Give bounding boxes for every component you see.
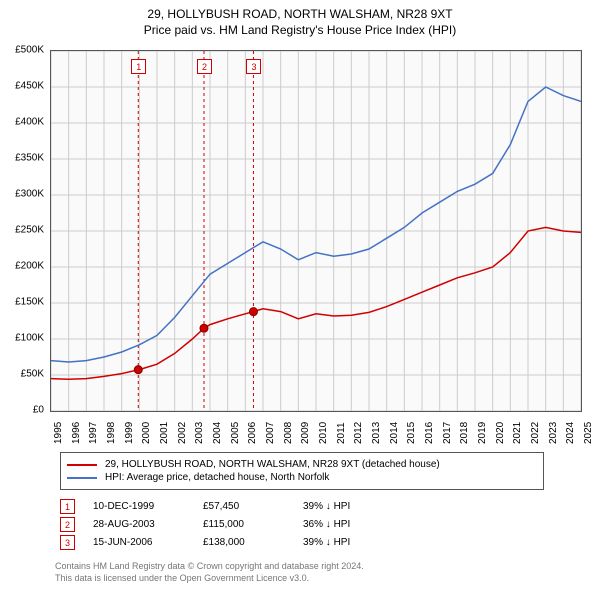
- chart-plot-area: 1 2 3: [50, 50, 582, 412]
- footer-line2: This data is licensed under the Open Gov…: [55, 572, 555, 584]
- x-tick-label: 2022: [530, 422, 541, 444]
- y-tick-label: £150K: [15, 297, 44, 308]
- x-tick-label: 2004: [212, 422, 223, 444]
- x-tick-label: 2018: [459, 422, 470, 444]
- x-tick-label: 2008: [283, 422, 294, 444]
- x-tick-label: 1995: [53, 422, 64, 444]
- x-tick-label: 2020: [495, 422, 506, 444]
- event-price: £115,000: [203, 519, 303, 530]
- event-date: 28-AUG-2003: [93, 519, 203, 530]
- chart-title-line2: Price paid vs. HM Land Registry's House …: [0, 22, 600, 38]
- x-tick-label: 2005: [230, 422, 241, 444]
- y-tick-label: £0: [33, 405, 44, 416]
- y-tick-label: £300K: [15, 189, 44, 200]
- event-price: £138,000: [203, 537, 303, 548]
- chart-title-block: 29, HOLLYBUSH ROAD, NORTH WALSHAM, NR28 …: [0, 0, 600, 38]
- event-row: 1 10-DEC-1999£57,45039% ↓ HPI: [60, 499, 403, 514]
- x-tick-label: 2006: [247, 422, 258, 444]
- legend-box: 29, HOLLYBUSH ROAD, NORTH WALSHAM, NR28 …: [60, 452, 544, 490]
- x-tick-label: 2024: [565, 422, 576, 444]
- legend-row-1: HPI: Average price, detached house, Nort…: [67, 472, 537, 483]
- x-tick-label: 2010: [318, 422, 329, 444]
- x-tick-label: 2012: [353, 422, 364, 444]
- y-tick-label: £250K: [15, 225, 44, 236]
- event-date: 15-JUN-2006: [93, 537, 203, 548]
- legend-swatch-0: [67, 464, 97, 466]
- x-tick-label: 1999: [124, 422, 135, 444]
- event-num-box: 1: [60, 499, 75, 514]
- x-tick-label: 2013: [371, 422, 382, 444]
- x-tick-label: 2025: [583, 422, 594, 444]
- event-marker-box: 2: [197, 59, 212, 74]
- legend-label-0: 29, HOLLYBUSH ROAD, NORTH WALSHAM, NR28 …: [105, 459, 440, 470]
- x-tick-label: 2014: [389, 422, 400, 444]
- y-tick-label: £100K: [15, 333, 44, 344]
- x-tick-label: 2009: [300, 422, 311, 444]
- x-tick-label: 2011: [336, 422, 347, 444]
- legend-swatch-1: [67, 477, 97, 479]
- event-marker-box: 1: [131, 59, 146, 74]
- event-row: 3 15-JUN-2006£138,00039% ↓ HPI: [60, 535, 403, 550]
- y-tick-label: £400K: [15, 117, 44, 128]
- event-date: 10-DEC-1999: [93, 501, 203, 512]
- x-tick-label: 2000: [141, 422, 152, 444]
- x-tick-label: 2016: [424, 422, 435, 444]
- chart-title-line1: 29, HOLLYBUSH ROAD, NORTH WALSHAM, NR28 …: [0, 6, 600, 22]
- x-tick-label: 2002: [177, 422, 188, 444]
- event-table: 110-DEC-1999£57,45039% ↓ HPI228-AUG-2003…: [60, 496, 403, 553]
- y-tick-label: £50K: [21, 369, 44, 380]
- y-axis-labels: £0£50K£100K£150K£200K£250K£300K£350K£400…: [0, 50, 48, 410]
- event-row: 2 28-AUG-2003£115,00036% ↓ HPI: [60, 517, 403, 532]
- footer-line1: Contains HM Land Registry data © Crown c…: [55, 560, 555, 572]
- x-tick-label: 1996: [71, 422, 82, 444]
- footer-attribution: Contains HM Land Registry data © Crown c…: [55, 560, 555, 584]
- legend-row-0: 29, HOLLYBUSH ROAD, NORTH WALSHAM, NR28 …: [67, 459, 537, 470]
- x-tick-label: 2007: [265, 422, 276, 444]
- x-tick-label: 2019: [477, 422, 488, 444]
- event-price: £57,450: [203, 501, 303, 512]
- event-marker-box: 3: [246, 59, 261, 74]
- y-tick-label: £500K: [15, 45, 44, 56]
- x-tick-label: 2015: [406, 422, 417, 444]
- y-tick-label: £450K: [15, 81, 44, 92]
- x-tick-label: 1997: [88, 422, 99, 444]
- x-tick-label: 2021: [512, 422, 523, 444]
- event-num-box: 2: [60, 517, 75, 532]
- event-num-box: 3: [60, 535, 75, 550]
- x-tick-label: 2001: [159, 422, 170, 444]
- x-tick-label: 2023: [548, 422, 559, 444]
- y-tick-label: £200K: [15, 261, 44, 272]
- x-tick-label: 2017: [442, 422, 453, 444]
- y-tick-label: £350K: [15, 153, 44, 164]
- event-hpi: 39% ↓ HPI: [303, 501, 403, 512]
- chart-svg: [51, 51, 581, 411]
- legend-label-1: HPI: Average price, detached house, Nort…: [105, 472, 329, 483]
- x-axis-labels: 1995 1996 1997 1998 1999 2000 2001 2002 2003 2004…: [50, 412, 580, 452]
- event-hpi: 36% ↓ HPI: [303, 519, 403, 530]
- x-tick-label: 1998: [106, 422, 117, 444]
- event-hpi: 39% ↓ HPI: [303, 537, 403, 548]
- x-tick-label: 2003: [194, 422, 205, 444]
